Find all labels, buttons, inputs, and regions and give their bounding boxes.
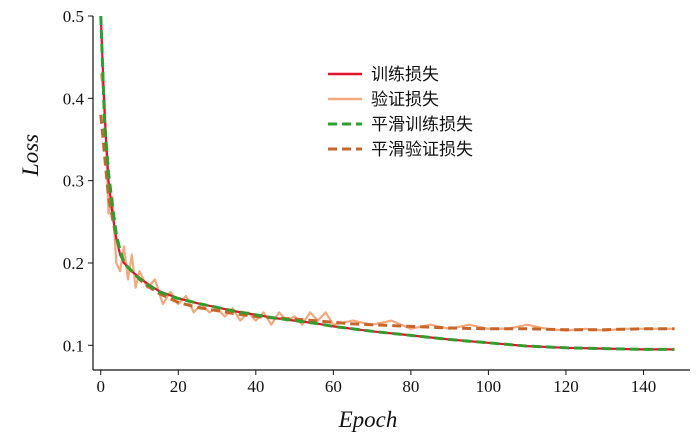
x-ticks: 0 20 40 60 80 100 120 140 xyxy=(97,370,657,396)
y-tick-label: 0.1 xyxy=(63,336,84,355)
x-tick-label: 80 xyxy=(402,377,419,396)
y-ticks: 0.1 0.2 0.3 0.4 0.5 xyxy=(63,7,93,355)
x-tick-label: 40 xyxy=(247,377,264,396)
x-tick-label: 140 xyxy=(631,377,657,396)
legend-label-1: 训练损失 xyxy=(371,65,439,85)
x-axis-title: Epoch xyxy=(338,407,398,432)
legend-label-3: 平滑训练损失 xyxy=(371,115,473,135)
plot-area xyxy=(99,15,675,351)
y-tick-label: 0.2 xyxy=(63,254,84,273)
series-line-3 xyxy=(99,15,675,351)
legend-label-2: 验证损失 xyxy=(371,90,439,110)
x-tick-label: 20 xyxy=(170,377,187,396)
y-tick-label: 0.3 xyxy=(63,172,84,191)
axes xyxy=(92,16,690,371)
x-tick-label: 120 xyxy=(553,377,579,396)
y-tick-label: 0.4 xyxy=(63,89,85,108)
series-line-2 xyxy=(99,73,675,332)
x-tick-label: 100 xyxy=(476,377,502,396)
y-tick-label: 0.5 xyxy=(63,7,84,26)
x-tick-label: 60 xyxy=(325,377,342,396)
y-axis-title: Loss xyxy=(18,134,43,177)
series-line-1 xyxy=(99,15,675,351)
x-tick-label: 0 xyxy=(97,377,106,396)
legend-label-4: 平滑验证损失 xyxy=(371,140,473,160)
